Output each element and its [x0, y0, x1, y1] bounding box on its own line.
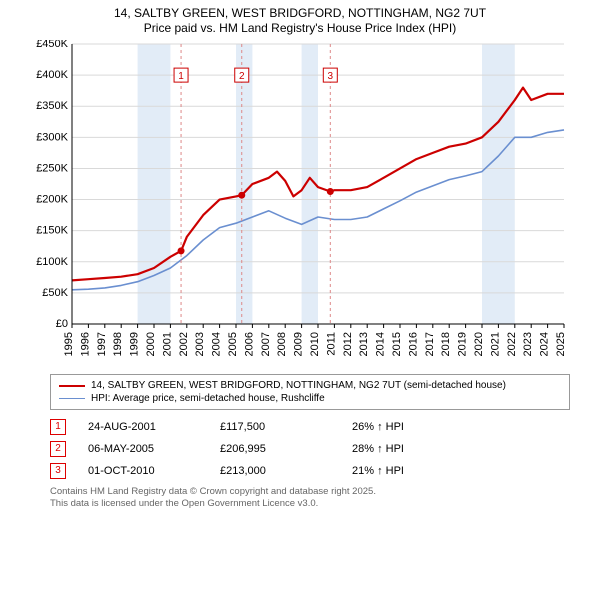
svg-text:2014: 2014 — [375, 332, 387, 356]
event-price: £206,995 — [220, 443, 330, 455]
svg-text:2011: 2011 — [325, 332, 337, 356]
svg-text:2007: 2007 — [260, 332, 272, 356]
event-hpi: 21% ↑ HPI — [352, 465, 570, 477]
svg-text:2019: 2019 — [457, 332, 469, 356]
svg-text:1996: 1996 — [79, 332, 91, 356]
event-price: £117,500 — [220, 421, 330, 433]
chart-container: 14, SALTBY GREEN, WEST BRIDGFORD, NOTTIN… — [0, 0, 600, 517]
svg-text:1999: 1999 — [129, 332, 141, 356]
svg-text:£100K: £100K — [36, 256, 68, 268]
event-date: 01-OCT-2010 — [88, 465, 198, 477]
footer-line-2: This data is licensed under the Open Gov… — [50, 498, 570, 510]
svg-text:2013: 2013 — [358, 332, 370, 356]
svg-text:2017: 2017 — [424, 332, 436, 356]
svg-text:3: 3 — [328, 71, 334, 82]
event-marker: 2 — [50, 441, 66, 457]
svg-text:2009: 2009 — [293, 332, 305, 356]
legend-label: HPI: Average price, semi-detached house,… — [91, 393, 325, 404]
chart-svg: £0 £50K £100K £150K £200K £250K £300K £350K £400… — [30, 40, 570, 370]
svg-text:£0: £0 — [56, 318, 68, 330]
svg-text:1995: 1995 — [63, 332, 75, 356]
svg-text:2023: 2023 — [522, 332, 534, 356]
svg-text:1: 1 — [178, 71, 184, 82]
svg-text:£250K: £250K — [36, 162, 68, 174]
event-marker: 3 — [50, 463, 66, 479]
svg-text:1997: 1997 — [96, 332, 108, 356]
title-line-1: 14, SALTBY GREEN, WEST BRIDGFORD, NOTTIN… — [10, 6, 590, 21]
svg-text:2015: 2015 — [391, 332, 403, 356]
event-price: £213,000 — [220, 465, 330, 477]
svg-text:2000: 2000 — [145, 332, 157, 356]
chart-plot: £0 £50K £100K £150K £200K £250K £300K £350K £400… — [30, 40, 570, 370]
svg-text:£50K: £50K — [42, 287, 68, 299]
event-hpi: 28% ↑ HPI — [352, 443, 570, 455]
event-marker: 1 — [50, 419, 66, 435]
svg-text:£300K: £300K — [36, 131, 68, 143]
svg-text:2010: 2010 — [309, 332, 321, 356]
svg-text:2008: 2008 — [276, 332, 288, 356]
footer-line-1: Contains HM Land Registry data © Crown c… — [50, 486, 570, 498]
svg-text:£450K: £450K — [36, 40, 68, 50]
svg-text:2018: 2018 — [440, 332, 452, 356]
svg-text:2012: 2012 — [342, 332, 354, 356]
svg-text:2021: 2021 — [489, 332, 501, 356]
legend-item: HPI: Average price, semi-detached house,… — [59, 392, 561, 405]
svg-text:2025: 2025 — [555, 332, 567, 356]
chart-title: 14, SALTBY GREEN, WEST BRIDGFORD, NOTTIN… — [10, 6, 590, 36]
legend-swatch — [59, 398, 85, 399]
svg-text:£200K: £200K — [36, 194, 68, 206]
svg-text:2: 2 — [239, 71, 245, 82]
legend-label: 14, SALTBY GREEN, WEST BRIDGFORD, NOTTIN… — [91, 380, 506, 391]
title-line-2: Price paid vs. HM Land Registry's House … — [10, 21, 590, 36]
event-date: 06-MAY-2005 — [88, 443, 198, 455]
legend: 14, SALTBY GREEN, WEST BRIDGFORD, NOTTIN… — [50, 374, 570, 410]
svg-text:£150K: £150K — [36, 225, 68, 237]
legend-swatch — [59, 385, 85, 387]
event-row: 2 06-MAY-2005 £206,995 28% ↑ HPI — [50, 438, 570, 460]
svg-text:2016: 2016 — [407, 332, 419, 356]
svg-text:2005: 2005 — [227, 332, 239, 356]
event-list: 1 24-AUG-2001 £117,500 26% ↑ HPI 2 06-MAY-200… — [50, 416, 570, 482]
svg-text:1998: 1998 — [112, 332, 124, 356]
svg-text:2020: 2020 — [473, 332, 485, 356]
svg-text:2003: 2003 — [194, 332, 206, 356]
svg-text:2022: 2022 — [506, 332, 518, 356]
svg-text:2002: 2002 — [178, 332, 190, 356]
footer-attribution: Contains HM Land Registry data © Crown c… — [50, 486, 570, 511]
event-hpi: 26% ↑ HPI — [352, 421, 570, 433]
svg-text:£400K: £400K — [36, 69, 68, 81]
svg-text:2004: 2004 — [211, 332, 223, 356]
legend-item: 14, SALTBY GREEN, WEST BRIDGFORD, NOTTIN… — [59, 379, 561, 392]
event-row: 1 24-AUG-2001 £117,500 26% ↑ HPI — [50, 416, 570, 438]
svg-text:2006: 2006 — [243, 332, 255, 356]
svg-text:2024: 2024 — [539, 332, 551, 356]
event-row: 3 01-OCT-2010 £213,000 21% ↑ HPI — [50, 460, 570, 482]
svg-text:£350K: £350K — [36, 100, 68, 112]
svg-text:2001: 2001 — [161, 332, 173, 356]
event-date: 24-AUG-2001 — [88, 421, 198, 433]
